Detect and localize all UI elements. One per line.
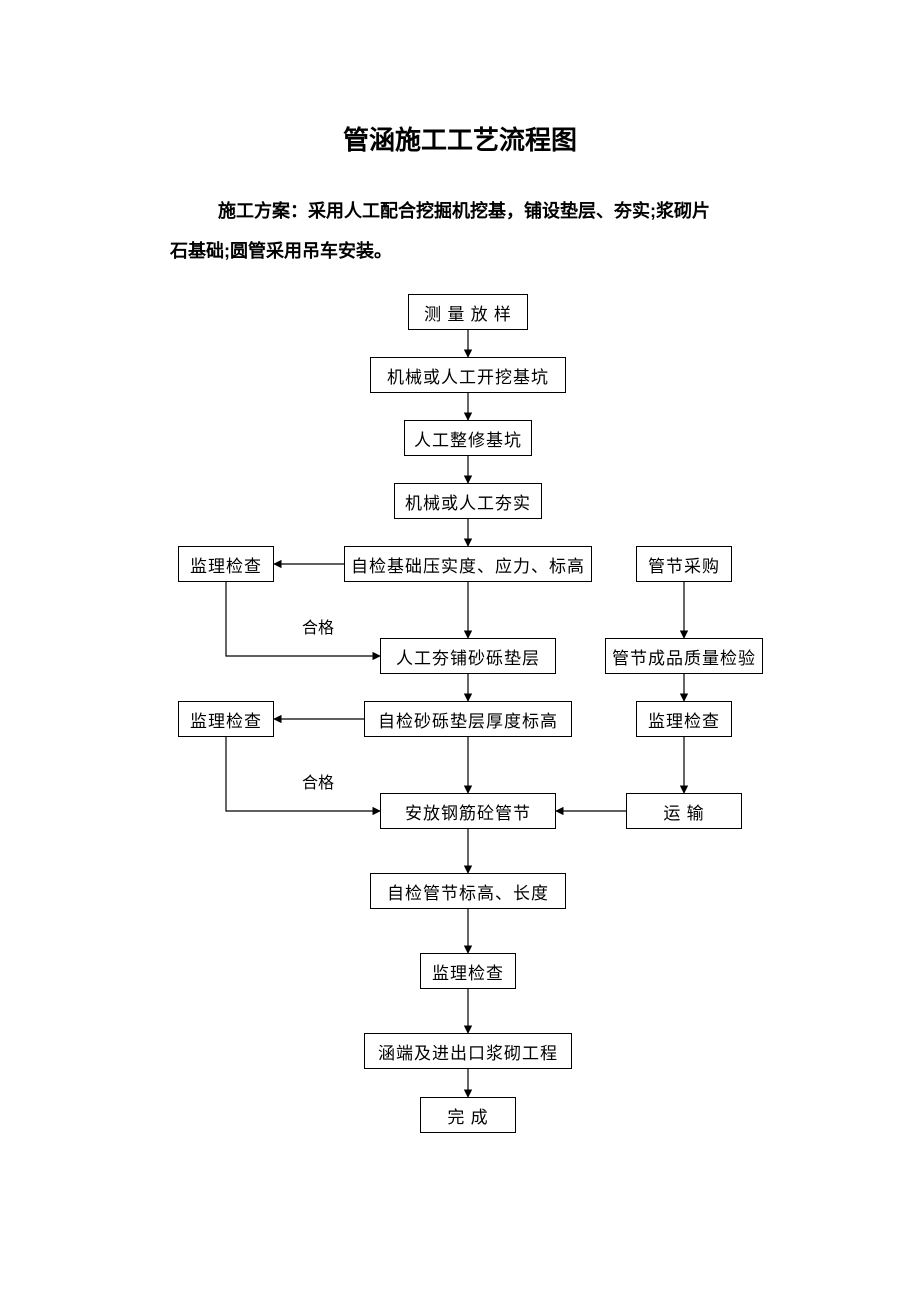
- subtitle-line-2: 石基础;圆管采用吊车安装。: [170, 232, 392, 272]
- flow-node-n12: 完 成: [420, 1097, 516, 1133]
- edge-label: 合格: [302, 769, 334, 793]
- flow-node-n7: 自检砂砾垫层厚度标高: [364, 701, 572, 737]
- flow-node-n5: 自检基础压实度、应力、标高: [344, 546, 592, 582]
- flow-node-n9: 自检管节标高、长度: [370, 873, 566, 909]
- flow-node-nR4: 运 输: [626, 793, 742, 829]
- flow-node-n6: 人工夯铺砂砾垫层: [380, 638, 556, 674]
- flow-node-nR2: 管节成品质量检验: [605, 638, 763, 674]
- flow-node-n4: 机械或人工夯实: [394, 483, 542, 519]
- flow-node-n7L: 监理检查: [178, 701, 274, 737]
- flow-node-n5L: 监理检查: [178, 546, 274, 582]
- flow-node-n3: 人工整修基坑: [404, 420, 532, 456]
- flow-node-n1: 测 量 放 样: [408, 294, 528, 330]
- flow-node-nR1: 管节采购: [636, 546, 732, 582]
- flow-node-n11: 涵端及进出口浆砌工程: [364, 1033, 572, 1069]
- subtitle-line-1: 施工方案：采用人工配合挖掘机挖基，铺设垫层、夯实;浆砌片: [218, 192, 710, 232]
- flow-node-n2: 机械或人工开挖基坑: [370, 357, 566, 393]
- page-title: 管涵施工工艺流程图: [0, 120, 920, 157]
- flow-node-n8: 安放钢筋砼管节: [380, 793, 556, 829]
- document-page: 管涵施工工艺流程图 施工方案：采用人工配合挖掘机挖基，铺设垫层、夯实;浆砌片 石…: [0, 0, 920, 1302]
- flow-node-nR3: 监理检查: [636, 701, 732, 737]
- edge-label: 合格: [302, 614, 334, 638]
- flow-node-n10: 监理检查: [420, 953, 516, 989]
